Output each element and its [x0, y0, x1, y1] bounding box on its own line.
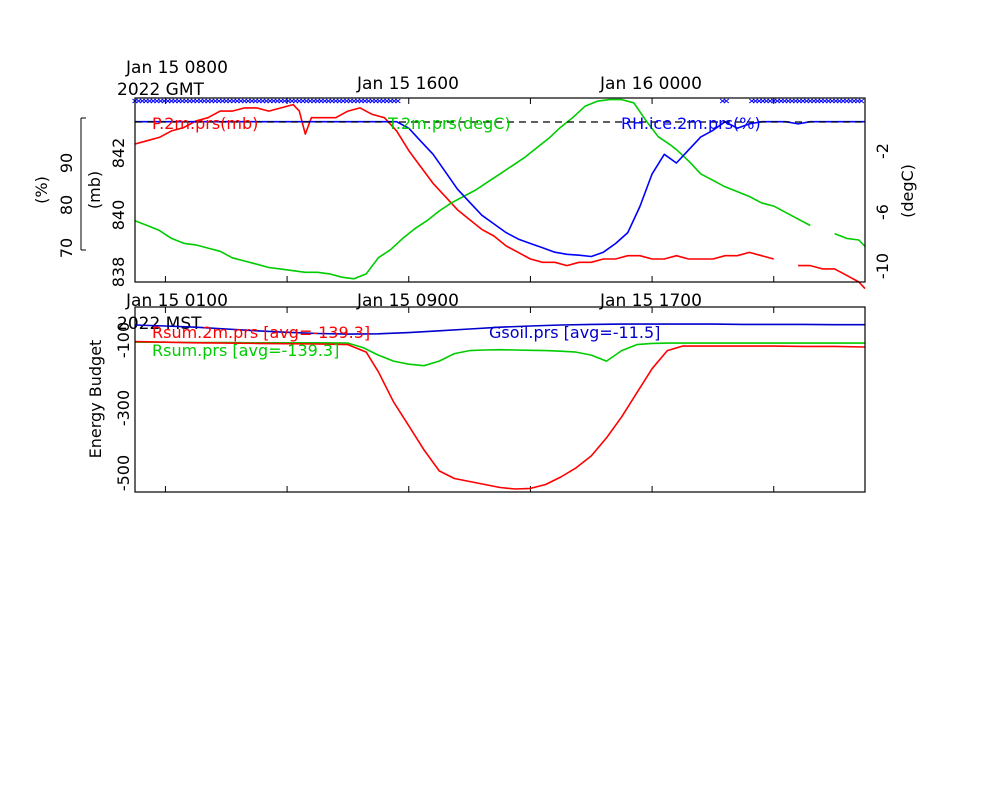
temp-axis-label: (degC) [898, 164, 917, 218]
rsum-2m-line [134, 340, 866, 490]
mst-time-label-2: Jan 15 1700 [599, 291, 702, 311]
gsoil-line [134, 323, 865, 335]
temp-tick-minus10: -10 [873, 253, 892, 279]
pressure-tick-842: 842 [109, 138, 128, 169]
mst-time-label-1: Jan 15 0900 [356, 291, 459, 311]
gmt-time-label-1: Jan 15 1600 [356, 74, 459, 94]
rh-marker [394, 98, 401, 104]
rh-tick-70: 70 [57, 238, 76, 258]
temp-tick-minus6: -6 [873, 204, 892, 220]
legend-pressure: P.2m.prs(mb) [152, 114, 258, 133]
rh-axis-label: (%) [32, 176, 51, 204]
gmt-time-label-0: Jan 15 0800 [125, 58, 228, 78]
rh-tick-90: 90 [57, 153, 76, 173]
bottom-panel-frame [134, 306, 866, 493]
legend-rsum: Rsum.prs [avg=-139.3] [152, 341, 339, 360]
rh-line [135, 120, 865, 258]
mst-year-label: 2022 MST [117, 314, 202, 334]
bottom-panel-x-ticks [164, 307, 775, 492]
top-panel-frame [134, 97, 866, 283]
energy-tick-minus300: -300 [114, 390, 133, 426]
rh-marker [723, 98, 730, 104]
meteorology-panel: P.2m.prs(mb) T.2m.prs(degC) RH.ice.2m.pr… [32, 58, 917, 334]
legend-rsum-2m: Rsum.2m.prs [avg=-139.3] [152, 323, 370, 342]
pressure-axis-label: (mb) [85, 171, 104, 209]
rsum-line [135, 341, 865, 367]
gmt-year-label: 2022 GMT [117, 80, 205, 100]
rh-marker [858, 98, 865, 104]
legend-gsoil: Gsoil.prs [avg=-11.5] [489, 323, 660, 342]
pressure-tick-838: 838 [109, 257, 128, 288]
energy-tick-minus100: -100 [114, 322, 133, 358]
energy-tick-minus500: -500 [114, 455, 133, 491]
pressure-tick-840: 840 [109, 200, 128, 231]
rh-saturation-markers [132, 98, 865, 104]
temp-tick-minus2: -2 [873, 143, 892, 159]
energy-axis-label: Energy Budget [86, 340, 105, 459]
legend-temperature: T.2m.prs(degC) [387, 114, 511, 133]
rh-tick-80: 80 [57, 195, 76, 215]
mst-time-label-0: Jan 15 0100 [125, 291, 228, 311]
energy-budget-panel: Rsum.2m.prs [avg=-139.3] Rsum.prs [avg=-… [86, 306, 866, 493]
legend-rh: RH.ice.2m.prs(%) [621, 114, 761, 133]
gmt-time-label-2: Jan 16 0000 [599, 74, 702, 94]
bottom-panel-series [134, 323, 866, 490]
temperature-line [134, 98, 866, 280]
